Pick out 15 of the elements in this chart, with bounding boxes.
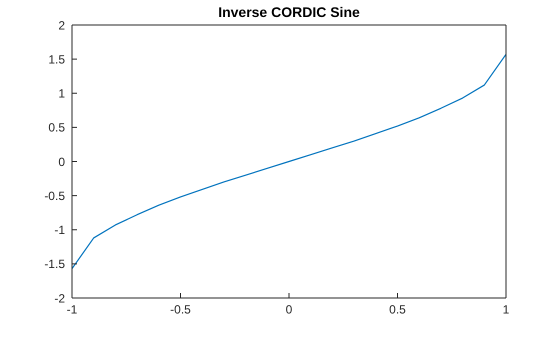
line-series (72, 54, 506, 270)
y-tick-label: -1 (54, 223, 66, 238)
x-tick-label: 0 (286, 302, 293, 317)
x-tick-label: -0.5 (170, 302, 192, 317)
x-tick-label: 0.5 (389, 302, 406, 317)
y-tick-label: 0 (58, 154, 66, 169)
y-tick-label: -1.5 (44, 257, 66, 272)
y-tick-label: -2 (54, 291, 66, 306)
y-tick-label: -0.5 (44, 188, 66, 203)
y-tick-label: 1 (58, 86, 66, 101)
y-tick-label: 2 (58, 18, 66, 32)
y-tick-label: 1.5 (48, 52, 66, 66)
chart-title: Inverse CORDIC Sine (217, 4, 361, 20)
y-tick-label: 0.5 (48, 120, 66, 135)
x-tick-label: 1 (502, 302, 510, 317)
